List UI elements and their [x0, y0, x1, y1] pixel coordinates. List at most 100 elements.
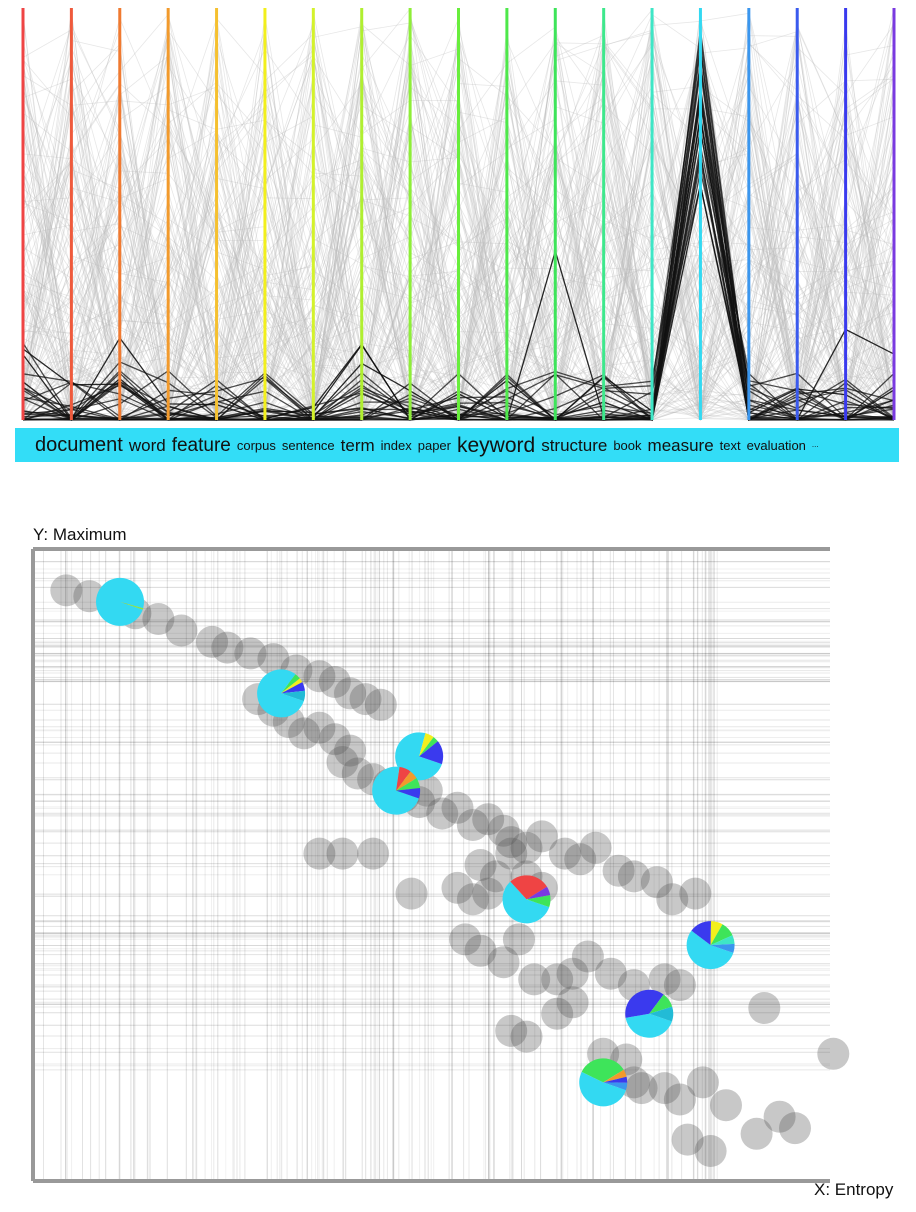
pie-slice — [710, 935, 735, 946]
data-point — [341, 757, 374, 790]
data-point — [456, 883, 489, 916]
data-point — [648, 963, 681, 996]
pie-slice — [395, 732, 442, 781]
pie-slice — [603, 1082, 628, 1091]
pie-slice — [710, 924, 733, 946]
keyword-5: sentence — [281, 437, 335, 453]
pie-slice — [579, 1071, 626, 1107]
data-point — [456, 809, 489, 841]
keyword-14: evaluation — [746, 437, 806, 453]
pie-slice — [510, 875, 547, 900]
data-point — [334, 734, 367, 767]
pie-slice — [526, 886, 551, 900]
data-point — [441, 791, 474, 824]
keyword-bar: document word feature corpus sentence term ind… — [15, 428, 899, 462]
data-point — [679, 877, 712, 910]
data-point — [288, 717, 321, 750]
pie-slice — [625, 1013, 672, 1038]
data-point — [196, 625, 229, 658]
data-point — [556, 986, 589, 1019]
pie-slice — [396, 771, 417, 791]
pie-slice — [686, 930, 734, 970]
pie-slice — [257, 669, 304, 718]
data-point — [165, 614, 198, 647]
pie-glyph-4 — [372, 766, 421, 815]
data-point — [656, 883, 689, 916]
data-point — [648, 1072, 681, 1105]
data-point — [495, 1014, 528, 1047]
data-point — [449, 923, 482, 956]
data-point — [640, 866, 673, 899]
data-point — [510, 831, 543, 864]
keyword-7: index — [380, 437, 412, 453]
grid — [33, 549, 830, 1181]
pie-slice — [710, 943, 735, 953]
data-point — [479, 860, 512, 893]
pie-slice — [603, 1069, 627, 1083]
keyword-10: structure — [541, 435, 608, 455]
data-point — [541, 997, 574, 1030]
data-point — [257, 643, 290, 676]
data-point — [602, 854, 635, 887]
pie-slice — [691, 921, 711, 946]
data-point — [502, 923, 535, 956]
data-point — [142, 603, 175, 635]
pie-slice — [396, 778, 420, 791]
pie-slice — [581, 1058, 624, 1083]
data-point — [686, 1066, 719, 1099]
data-point — [625, 1072, 658, 1105]
keyword-4: corpus — [236, 437, 276, 453]
keyword-12: measure — [647, 435, 714, 455]
data-points — [50, 574, 850, 1167]
pie-glyph-1 — [96, 577, 145, 626]
pie-slice — [96, 577, 145, 626]
pie-glyph-7 — [625, 989, 674, 1038]
data-point — [525, 820, 558, 853]
data-point — [349, 683, 382, 716]
data-point — [694, 1135, 727, 1167]
pie-glyph-5 — [502, 875, 551, 924]
keyword-13: text — [719, 437, 741, 453]
pie-slice — [396, 787, 421, 799]
data-point — [518, 963, 551, 996]
data-point — [487, 814, 520, 847]
pie-slice — [281, 678, 303, 694]
data-point — [541, 963, 574, 996]
data-point — [410, 774, 443, 807]
data-point — [303, 660, 336, 693]
pie-slice — [710, 921, 723, 946]
pie-slice — [625, 989, 664, 1018]
parallel-coordinates-plot — [21, 7, 896, 422]
pie-glyph-8 — [579, 1058, 628, 1107]
keyword-2: word — [128, 435, 166, 455]
pie-glyph-6 — [686, 921, 735, 970]
data-point — [326, 746, 359, 778]
data-point — [710, 1089, 742, 1122]
data-point — [487, 946, 520, 979]
pie-slice — [281, 690, 306, 702]
pie-slice — [396, 766, 411, 791]
data-point — [472, 877, 505, 910]
data-point — [395, 877, 428, 910]
pie-glyphs — [96, 577, 735, 1107]
pie-slice — [419, 733, 434, 757]
data-point — [364, 688, 397, 721]
data-point — [334, 677, 367, 710]
data-point — [663, 1083, 696, 1116]
data-point — [234, 637, 267, 670]
keyword-15: ... — [811, 440, 819, 449]
pie-slice — [419, 737, 438, 757]
data-point — [579, 831, 612, 864]
data-point — [671, 1123, 704, 1156]
keyword-3: feature — [171, 434, 231, 456]
pie-glyph-2 — [257, 669, 306, 718]
data-point — [472, 803, 505, 836]
pie-slice — [372, 766, 419, 815]
keyword-1: document — [35, 434, 123, 456]
pie-slice — [649, 1006, 674, 1022]
data-point — [817, 1037, 850, 1070]
x-axis-title: X: Entropy — [814, 1180, 894, 1199]
keyword-9: keyword — [456, 433, 536, 457]
data-point — [510, 1020, 543, 1053]
